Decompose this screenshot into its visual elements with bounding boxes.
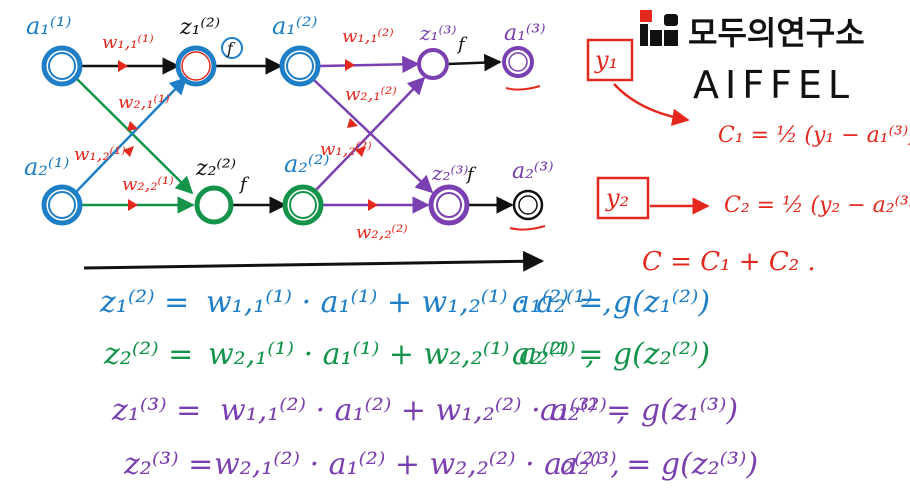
weight-marker-icon — [123, 146, 134, 157]
output-underline — [505, 85, 541, 91]
node-a2-layer2 — [282, 184, 324, 226]
edge-l1-top-to-z2 — [75, 77, 194, 195]
weight-label-w21-layer1: w₂,₁⁽¹⁾ — [118, 92, 170, 113]
equation-rhs: w₁,₁⁽²⁾ · a₁⁽²⁾ + w₁,₂⁽²⁾ · a₂⁽²⁾ , — [220, 393, 626, 428]
activation-f-circle — [221, 37, 243, 59]
logo: 모두의연구소 AIFFEL — [640, 10, 865, 107]
weight-marker-icon — [347, 118, 358, 128]
edge-a1-to-z1-layer3 — [319, 55, 420, 74]
node-input-a2 — [41, 184, 83, 226]
weight-marker-icon — [128, 199, 138, 211]
weight-label-w21-layer2: w₂,₁⁽²⁾ — [345, 84, 397, 105]
target-y1-label: y₁ — [594, 46, 618, 74]
equation-lhs: z₂⁽³⁾ = — [123, 447, 213, 482]
equation-z1-layer3: z₁⁽³⁾ = w₁,₁⁽²⁾ · a₁⁽²⁾ + w₁,₂⁽²⁾ · a₂⁽²… — [111, 393, 738, 428]
node-z2-layer2 — [194, 185, 234, 225]
label-a2-layer3: a₂⁽³⁾ — [512, 159, 554, 184]
node-a1-layer3 — [502, 46, 534, 78]
cost-c1: C₁ = ½ (y₁ − a₁⁽³⁾)² — [718, 123, 910, 148]
equation-rhs: w₂,₁⁽¹⁾ · a₁⁽¹⁾ + w₂,₂⁽¹⁾ a₂⁽¹⁾ , — [208, 337, 595, 372]
node-input-a1 — [41, 45, 83, 87]
target-y2-label: y₂ — [605, 184, 629, 212]
label-a2-layer2: a₂⁽²⁾ — [284, 150, 329, 178]
equation-lhs: z₂⁽²⁾ = — [103, 337, 193, 372]
logo-mark-icon — [640, 10, 678, 46]
label-input-a2: a₂⁽¹⁾ — [24, 153, 69, 181]
equation-z2-layer2: z₂⁽²⁾ = w₂,₁⁽¹⁾ · a₁⁽¹⁾ + w₂,₂⁽¹⁾ a₂⁽¹⁾ … — [103, 337, 710, 372]
weight-label-w22-layer1: w₂,₂⁽¹⁾ — [122, 174, 174, 195]
activation-f-label: f — [238, 174, 250, 195]
node-z1-layer2 — [175, 45, 217, 87]
edge-a1-to-z2-layer3 — [313, 79, 434, 194]
equation-lhs: z₁⁽²⁾ = — [99, 285, 189, 320]
equation-lhs: z₁⁽³⁾ = — [111, 393, 201, 428]
equation-activation: a₂⁽²⁾ = g(z₂⁽²⁾) — [512, 337, 710, 372]
edge-z1-to-a1-layer3 — [447, 53, 502, 72]
weight-label-w11-layer1: w₁,₁⁽¹⁾ — [102, 32, 154, 53]
activation-f-label: f — [226, 39, 236, 58]
weight-marker-icon — [118, 60, 128, 72]
weight-marker-icon — [355, 146, 366, 157]
weight-label-w22-layer2: w₂,₂⁽²⁾ — [356, 222, 408, 243]
label-z2-layer2: z₂⁽²⁾ — [195, 156, 236, 181]
logo-korean-text: 모두의연구소 — [688, 14, 865, 52]
equation-activation: a₁⁽³⁾ = g(z₁⁽³⁾) — [540, 393, 738, 428]
label-input-a1: a₁⁽¹⁾ — [26, 12, 71, 40]
equation-rhs: w₁,₁⁽¹⁾ · a₁⁽¹⁾ + w₁,₂⁽¹⁾ · a₂⁽¹⁾ , — [206, 285, 612, 320]
label-a1-layer3: a₁⁽³⁾ — [504, 21, 546, 46]
equation-z1-layer2: z₁⁽²⁾ = w₁,₁⁽¹⁾ · a₁⁽¹⁾ + w₁,₂⁽¹⁾ · a₂⁽¹… — [99, 285, 710, 320]
equation-activation: a₂⁽³⁾ = g(z₂⁽³⁾) — [560, 447, 758, 482]
node-z2-layer3 — [428, 184, 470, 226]
forward-direction-arrow — [83, 250, 545, 272]
node-a1-layer2 — [279, 45, 321, 87]
weight-marker-icon — [127, 121, 138, 131]
node-z1-layer3 — [417, 48, 449, 80]
target-box-y1 — [586, 38, 634, 82]
label-a1-layer2: a₁⁽²⁾ — [272, 12, 317, 40]
logo-aiffel-text: AIFFEL — [693, 63, 855, 107]
activation-f-label: f — [456, 34, 468, 55]
equation-z2-layer3: z₂⁽³⁾ = w₂,₁⁽²⁾ · a₁⁽²⁾ + w₂,₂⁽²⁾ · a₂⁽²… — [123, 447, 758, 482]
weight-marker-icon — [345, 59, 355, 71]
weight-label-w12-layer1: w₁,₂⁽¹⁾ — [74, 144, 126, 165]
target-arrow-y1 — [613, 83, 690, 127]
cost-c2: C₂ = ½ (y₂ − a₂⁽³⁾)² — [724, 193, 910, 218]
equation-rhs: w₂,₁⁽²⁾ · a₁⁽²⁾ + w₂,₂⁽²⁾ · a₂⁽²⁾ , — [214, 447, 620, 482]
weight-label-w12-layer2: w₁,₂⁽²⁾ — [320, 139, 372, 160]
target-box-y2 — [596, 176, 650, 220]
weight-label-w11-layer2: w₁,₁⁽²⁾ — [342, 26, 394, 47]
edge-l1-bottom-to-z1 — [75, 76, 188, 193]
edge-a2-to-z1-layer3 — [313, 76, 426, 193]
output-underline — [509, 225, 546, 231]
cost-total: C = C₁ + C₂ . — [642, 247, 816, 277]
equation-activation: a₁⁽²⁾ = g(z₁⁽²⁾) — [512, 285, 710, 320]
label-z1-layer3: z₁⁽³⁾ — [419, 21, 456, 45]
weight-marker-icon — [368, 199, 378, 211]
label-z1-layer2: z₁⁽²⁾ — [179, 15, 220, 40]
label-z2-layer3: z₂⁽³⁾ — [431, 161, 468, 185]
node-a2-layer3 — [512, 189, 544, 221]
